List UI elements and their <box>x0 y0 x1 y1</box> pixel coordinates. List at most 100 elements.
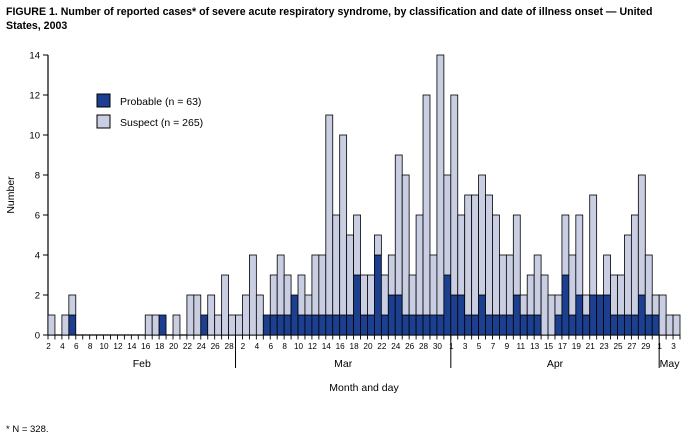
probable-segment <box>374 254 382 336</box>
x-tick-label: 24 <box>197 342 207 351</box>
bar-mar-15 <box>332 214 341 336</box>
bar-feb-22 <box>186 294 195 336</box>
bar-apr-24 <box>610 274 618 336</box>
x-tick-label: 24 <box>391 342 401 351</box>
x-tick-label: 18 <box>350 342 360 351</box>
probable-segment <box>561 274 570 336</box>
probable-segment <box>360 314 368 336</box>
probable-segment <box>367 314 375 336</box>
suspect-segment <box>422 94 431 316</box>
probable-segment <box>387 294 396 336</box>
bar-mar-5 <box>262 314 271 336</box>
legend-swatch-probable <box>96 93 111 108</box>
bar-apr-28 <box>637 174 646 336</box>
bar-apr-30 <box>651 294 660 336</box>
probable-segment <box>505 314 514 336</box>
bar-mar-31 <box>443 174 452 336</box>
probable-segment <box>200 314 209 336</box>
suspect-segment <box>644 254 653 316</box>
legend-label-suspect: Suspect (n = 265) <box>120 117 203 129</box>
bar-apr-13 <box>533 254 542 336</box>
suspect-segment <box>408 274 417 316</box>
bar-apr-1 <box>450 94 459 336</box>
bar-mar-4 <box>255 294 264 336</box>
suspect-segment <box>450 94 459 296</box>
x-tick-label: 12 <box>113 342 123 351</box>
bar-feb-20 <box>172 314 181 336</box>
probable-segment <box>311 314 320 336</box>
bar-apr-20 <box>582 294 591 336</box>
x-tick-label: 10 <box>100 342 110 351</box>
suspect-segment <box>575 214 584 296</box>
suspect-segment <box>214 314 223 336</box>
bar-mar-19 <box>360 274 368 336</box>
x-tick-label: 14 <box>127 342 137 351</box>
bar-mar-26 <box>408 274 417 336</box>
probable-segment <box>478 294 486 336</box>
bar-may-2 <box>665 314 674 336</box>
x-tick-label: 15 <box>544 342 554 351</box>
bar-mar-27 <box>415 214 424 336</box>
probable-segment <box>415 314 424 336</box>
probable-segment <box>353 274 361 336</box>
suspect-segment <box>505 254 514 316</box>
probable-segment <box>589 294 598 336</box>
suspect-segment <box>512 214 521 296</box>
probable-segment <box>554 314 563 336</box>
x-tick-label: 22 <box>183 342 193 351</box>
x-tick-label: 18 <box>155 342 165 351</box>
probable-segment <box>269 314 278 336</box>
x-tick-label: 27 <box>627 342 637 351</box>
bar-feb-24 <box>200 314 209 336</box>
suspect-segment <box>380 274 389 316</box>
bar-apr-11 <box>519 294 528 336</box>
probable-segment <box>276 314 285 336</box>
suspect-segment <box>603 254 611 296</box>
bar-mar-6 <box>269 274 278 336</box>
suspect-segment <box>610 274 618 316</box>
x-tick-label: 8 <box>282 342 287 351</box>
month-label-feb: Feb <box>133 358 151 370</box>
probable-segment <box>603 294 611 336</box>
probable-segment <box>346 314 354 336</box>
bar-feb-28 <box>228 314 236 336</box>
bar-mar-14 <box>325 114 334 336</box>
probable-segment <box>471 314 479 336</box>
suspect-segment <box>242 294 250 336</box>
probable-segment <box>443 274 452 336</box>
bar-feb-17 <box>151 314 160 336</box>
suspect-segment <box>255 294 264 336</box>
bar-mar-7 <box>276 254 285 336</box>
suspect-segment <box>561 214 570 276</box>
legend-swatch-suspect <box>96 114 111 129</box>
probable-segment <box>644 314 653 336</box>
bar-apr-12 <box>526 274 535 336</box>
bar-mar-21 <box>374 234 382 336</box>
legend-label-probable: Probable (n = 63) <box>120 96 201 108</box>
bar-mar-30 <box>436 54 445 336</box>
suspect-segment <box>394 154 403 296</box>
x-tick-label: 12 <box>308 342 318 351</box>
y-tick-label: 14 <box>29 51 40 62</box>
suspect-segment <box>353 214 361 276</box>
probable-segment <box>610 314 618 336</box>
bar-feb-5 <box>68 294 77 336</box>
x-tick-label: 23 <box>600 342 610 351</box>
y-tick-label: 2 <box>35 291 40 302</box>
probable-segment <box>394 294 403 336</box>
bar-mar-22 <box>380 274 389 336</box>
x-tick-label: 4 <box>60 342 65 351</box>
probable-segment <box>485 314 493 336</box>
suspect-segment <box>415 214 424 316</box>
suspect-segment <box>207 294 216 336</box>
bar-mar-11 <box>304 294 313 336</box>
bar-mar-2 <box>242 294 250 336</box>
suspect-segment <box>249 254 257 336</box>
probable-segment <box>325 314 334 336</box>
suspect-segment <box>339 134 348 316</box>
bar-apr-4 <box>471 194 479 336</box>
suspect-segment <box>68 294 77 316</box>
month-label-apr: Apr <box>547 358 564 370</box>
bar-mar-24 <box>394 154 403 336</box>
